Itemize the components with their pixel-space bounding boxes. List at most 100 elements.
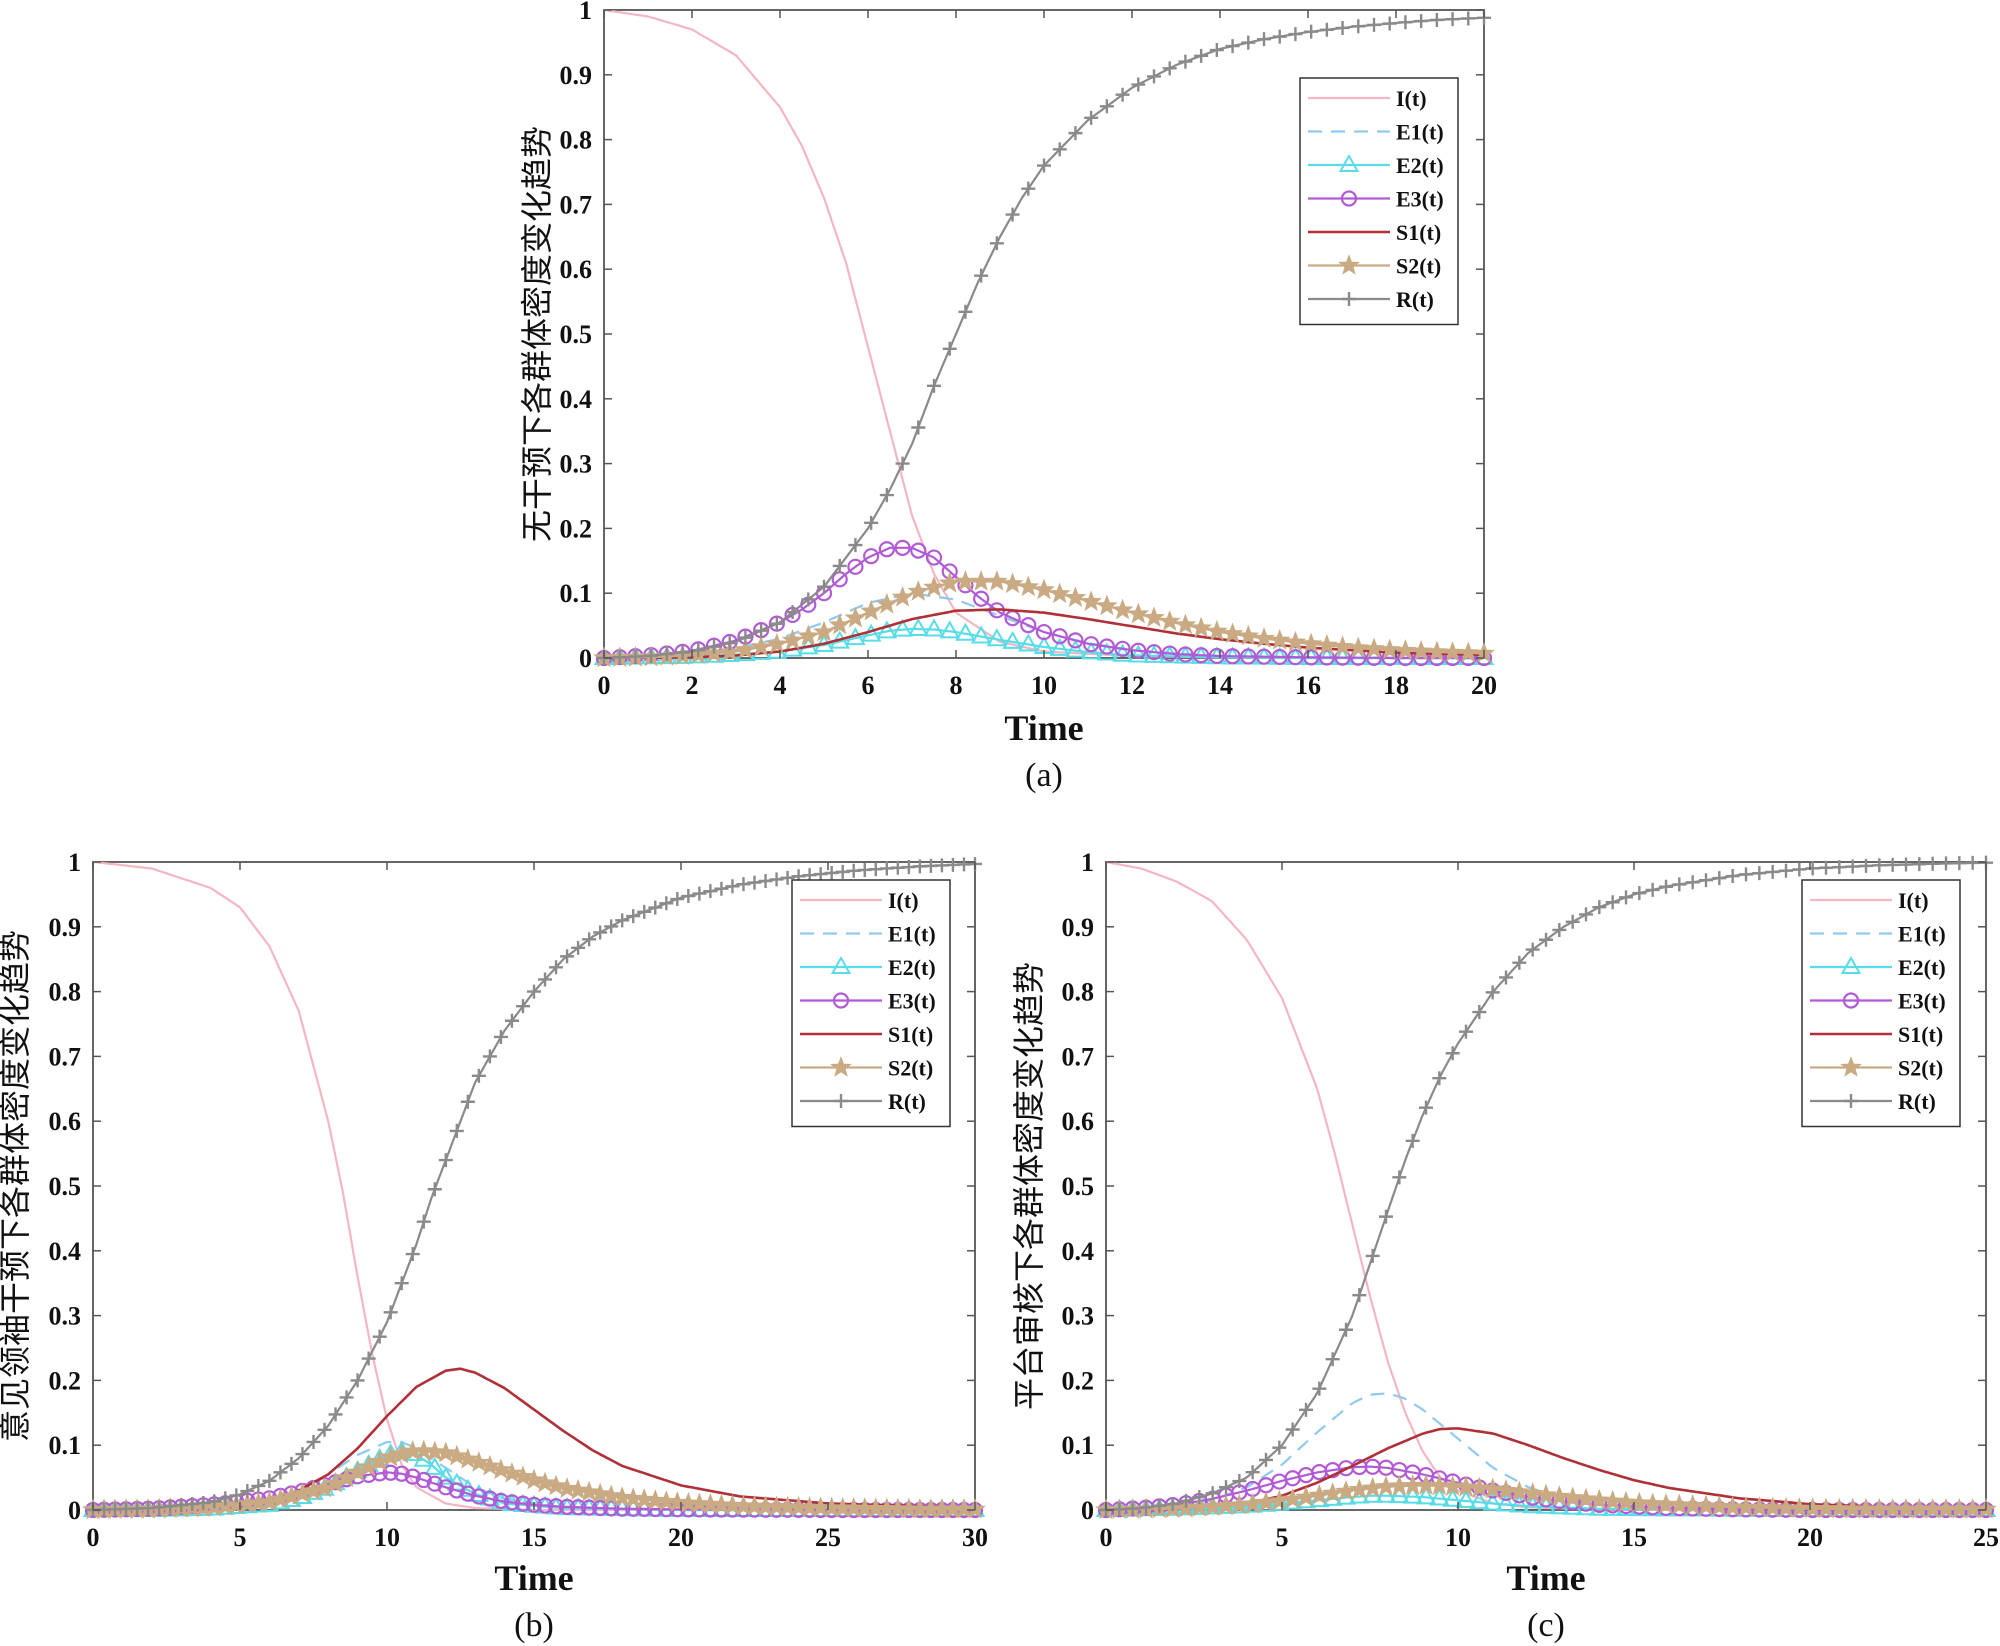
x-tick-label: 10 (1031, 671, 1057, 700)
series-marker-r (958, 304, 973, 319)
series-marker-r (1845, 859, 1860, 874)
series-marker-e2 (876, 620, 898, 639)
series-marker-s2 (828, 613, 851, 635)
series-marker-r (637, 904, 652, 919)
series-marker-r (1139, 1500, 1153, 1515)
series-marker-s2 (765, 632, 788, 654)
series-marker-e2 (1455, 1489, 1477, 1509)
legend-label-i: I(t) (888, 888, 919, 913)
series-marker-s2 (1127, 602, 1150, 624)
legend-label-s1: S1(t) (888, 1022, 933, 1047)
series-marker-e2 (1575, 1497, 1597, 1516)
series-marker-r (1285, 1422, 1300, 1437)
series-marker-s2 (1378, 638, 1401, 660)
y-tick-label: 0.4 (1062, 1237, 1095, 1266)
series-marker-e3 (503, 1494, 521, 1511)
series-marker-r (659, 896, 674, 911)
series-marker-r (1832, 860, 1847, 875)
x-tick-label: 20 (1471, 671, 1497, 700)
series-marker-e3 (415, 1471, 432, 1489)
series-marker-r (758, 873, 773, 888)
series-marker-r (1565, 914, 1580, 929)
series-marker-e3 (1224, 648, 1241, 665)
series-marker-r (306, 1434, 321, 1449)
chart-panel-b: 0 5 10 15 20 25 30 0 0.1 0.2 0.3 0.4 0.5 0.6 0.7 0.8 0.9… (0, 848, 988, 1644)
y-tick-label: 0 (1081, 1496, 1094, 1525)
series-marker-e2 (1495, 1493, 1517, 1512)
x-axis-label: Time (1004, 708, 1083, 748)
series-marker-s2 (1080, 590, 1103, 612)
series-marker-s2 (622, 1487, 645, 1508)
series-marker-s2 (875, 592, 898, 614)
series-marker-e2 (1522, 1495, 1543, 1514)
series-marker-r (1885, 857, 1900, 872)
tick-group: 0 5 10 15 20 25 30 0 0.1 0.2 0.3 0.4 0.5 0.6 0.7 0.8 0.9… (49, 848, 989, 1552)
series-marker-e3 (1193, 647, 1210, 664)
series-marker-r (1339, 1322, 1353, 1337)
series-marker-r (754, 623, 769, 638)
series-marker-r (262, 1473, 277, 1488)
series-marker-r (911, 420, 926, 435)
series-marker-r (1259, 1452, 1273, 1467)
series-marker-s2 (1253, 627, 1275, 648)
series-marker-r (769, 872, 784, 887)
series-marker-r (1112, 1502, 1127, 1517)
series-marker-r (1335, 20, 1350, 35)
series-marker-e2 (1429, 1487, 1450, 1506)
legend-marker-s2 (1840, 1056, 1862, 1077)
legend-marker-s2 (830, 1056, 852, 1077)
legend-marker-e2 (830, 955, 852, 974)
series-marker-r (1192, 1490, 1207, 1505)
series-marker-s2 (1425, 640, 1448, 662)
series-marker-s2 (1111, 598, 1134, 620)
series-marker-r (1592, 900, 1607, 915)
series-marker-r (427, 1182, 442, 1197)
series-marker-s2 (434, 1441, 457, 1463)
series-marker-r (1645, 882, 1660, 897)
series-marker-r (612, 650, 627, 665)
series-marker-e3 (1020, 617, 1037, 634)
series-marker-r (240, 1484, 255, 1499)
legend-label-s1: S1(t) (1396, 220, 1441, 245)
series-marker-r (1672, 877, 1687, 892)
series-marker-s2 (1001, 572, 1024, 594)
series-marker-s2 (534, 1471, 556, 1493)
series-marker-e2 (1065, 639, 1086, 658)
y-tick-label: 0.5 (1062, 1172, 1095, 1201)
series-marker-r (1779, 863, 1793, 878)
y-tick-label: 0.9 (49, 913, 82, 942)
y-tick-label: 1 (68, 848, 81, 877)
y-axis-label: 意见领袖干预下各群体密度变化趋势 (0, 930, 34, 1442)
series-marker-r (1512, 955, 1527, 970)
x-tick-label: 0 (1100, 1523, 1113, 1552)
series-line-e1 (603, 592, 1484, 660)
series-marker-s2 (1205, 619, 1228, 641)
series-marker-e3 (437, 1479, 454, 1496)
series-marker-e3 (1240, 648, 1257, 665)
series-marker-e3 (404, 1468, 421, 1485)
series-marker-e2 (892, 618, 913, 637)
series-marker-r (1952, 856, 1967, 871)
x-tick-label: 15 (1621, 1523, 1647, 1552)
y-tick-label: 1 (579, 0, 592, 25)
series-marker-e2 (1049, 637, 1070, 656)
series-marker-s2 (1455, 1475, 1477, 1497)
series-marker-r (527, 984, 541, 999)
series-marker-r (1525, 942, 1540, 957)
series-marker-e3 (547, 1498, 565, 1515)
legend-marker-r (1844, 1094, 1858, 1108)
series-marker-s2 (1457, 641, 1480, 663)
series-marker-r (482, 1049, 497, 1064)
series-marker-e2 (1002, 630, 1023, 649)
series-marker-e2 (1415, 1486, 1437, 1505)
series-marker-e3 (1035, 623, 1053, 641)
series-marker-r (1739, 867, 1753, 882)
series-marker-r (801, 592, 816, 607)
series-marker-r (1351, 19, 1366, 34)
series-marker-e3 (1271, 648, 1288, 666)
series-marker-e2 (1389, 1485, 1410, 1504)
series-marker-e3 (1051, 628, 1068, 645)
series-marker-r (515, 999, 530, 1014)
series-marker-s2 (1508, 1480, 1531, 1502)
